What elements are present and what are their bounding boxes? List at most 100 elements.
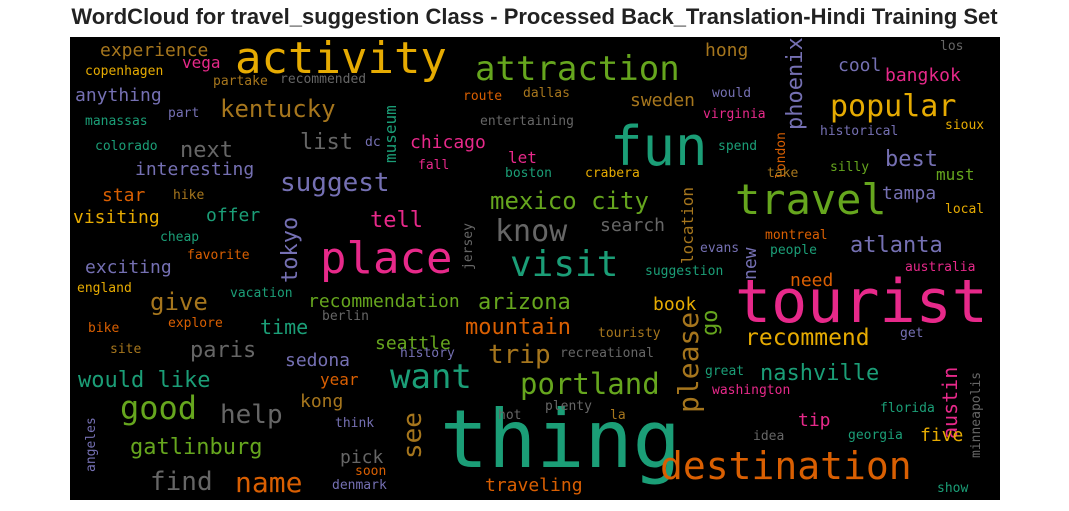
word-england: england [77,281,132,296]
word-bike: bike [88,321,120,336]
word-must: must [936,165,975,184]
word-hot: hot [498,408,522,423]
word-new: new [740,247,761,280]
word-local: local [945,202,985,217]
word-portland: portland [520,367,660,401]
word-suggestion: suggestion [645,264,724,279]
word-favorite: favorite [187,248,250,263]
word-seattle: seattle [375,333,451,354]
word-tokyo: tokyo [278,216,303,283]
word-good: good [120,389,198,427]
word-activity: activity [235,37,447,84]
word-suggest: suggest [280,168,390,198]
word-five: five [920,425,964,446]
word-sweden: sweden [630,90,696,111]
word-tourist: tourist [735,267,988,337]
word-name: name [235,466,303,499]
word-visiting: visiting [73,207,160,228]
word-atlanta: atlanta [850,233,943,258]
word-site: site [110,342,142,357]
word-attraction: attraction [475,49,680,89]
word-route: route [463,89,503,104]
word-chicago: chicago [410,132,486,153]
word-sioux: sioux [945,118,985,133]
word-cheap: cheap [160,230,200,245]
word-see: see [398,412,428,459]
word-mountain: mountain [465,315,571,340]
word-dallas: dallas [523,86,570,101]
word-trip: trip [488,340,551,370]
word-take: take [767,166,799,181]
wordcloud-canvas: thing tourist fun activity place travel destin… [70,37,1000,500]
word-visit: visit [510,244,619,285]
word-minneapolis: minneapolis [969,371,984,458]
word-dc: dc [365,135,381,150]
word-soon: soon [355,464,387,479]
word-nashville: nashville [760,361,880,386]
word-help: help [220,400,283,430]
word-berlin: berlin [322,309,369,324]
word-interesting: interesting [135,159,255,180]
word-star: star [102,185,146,206]
word-gatlinburg: gatlinburg [130,435,263,460]
word-phoenix: phoenix [783,37,808,130]
word-vega: vega [182,53,221,72]
word-popular: popular [830,89,957,124]
word-plenty: plenty [545,399,592,414]
word-people: people [770,243,817,258]
word-tell: tell [370,208,423,233]
word-partake: partake [213,74,268,89]
word-manassas: manassas [85,114,148,129]
word-give: give [150,288,208,316]
word-la: la [610,408,626,423]
word-touristy: touristy [598,326,661,341]
word-spend: spend [718,139,758,154]
word-find: find [150,467,213,497]
word-vacation: vacation [230,286,293,301]
word-would: would [712,86,752,101]
word-virginia: virginia [703,107,766,122]
word-exciting: exciting [85,257,172,278]
word-cool: cool [838,55,882,76]
word-great: great [705,364,745,379]
word-show: show [937,481,969,496]
word-florida: florida [880,401,935,416]
word-part: part [168,106,200,121]
word-jersey: jersey [461,223,476,270]
word-paris: paris [190,338,257,363]
word-recommendation: recommendation [308,291,460,312]
word-search: search [600,215,666,236]
word-kong: kong [300,391,344,412]
word-would-like: would like [78,368,211,393]
word-offer: offer [206,205,261,226]
word-book: book [653,294,697,315]
word-mexico-city: mexico city [490,187,649,215]
word-list: list [300,130,353,155]
word-georgia: georgia [848,428,903,443]
word-evans: evans [700,241,740,256]
word-recreational: recreational [560,346,654,361]
word-destination: destination [660,444,912,488]
word-know: know [495,214,568,249]
word-fun: fun [610,115,708,178]
word-crabera: crabera [585,166,640,181]
word-get: get [900,326,924,341]
word-hike: hike [173,188,205,203]
word-bangkok: bangkok [885,65,961,86]
word-tip: tip [798,410,831,431]
word-thing: thing [440,393,681,486]
word-explore: explore [168,316,223,331]
word-experience: experience [100,40,209,61]
word-pick: pick [340,447,384,468]
word-time: time [260,315,309,339]
word-fall: fall [418,158,450,173]
word-want: want [390,357,472,397]
word-history: history [400,346,455,361]
word-sedona: sedona [285,350,351,371]
word-best: best [885,147,938,172]
word-idea: idea [753,429,785,444]
word-arizona: arizona [478,290,571,315]
word-place: place [320,233,453,284]
word-entertaining: entertaining [480,114,574,129]
word-kentucky: kentucky [220,95,336,123]
